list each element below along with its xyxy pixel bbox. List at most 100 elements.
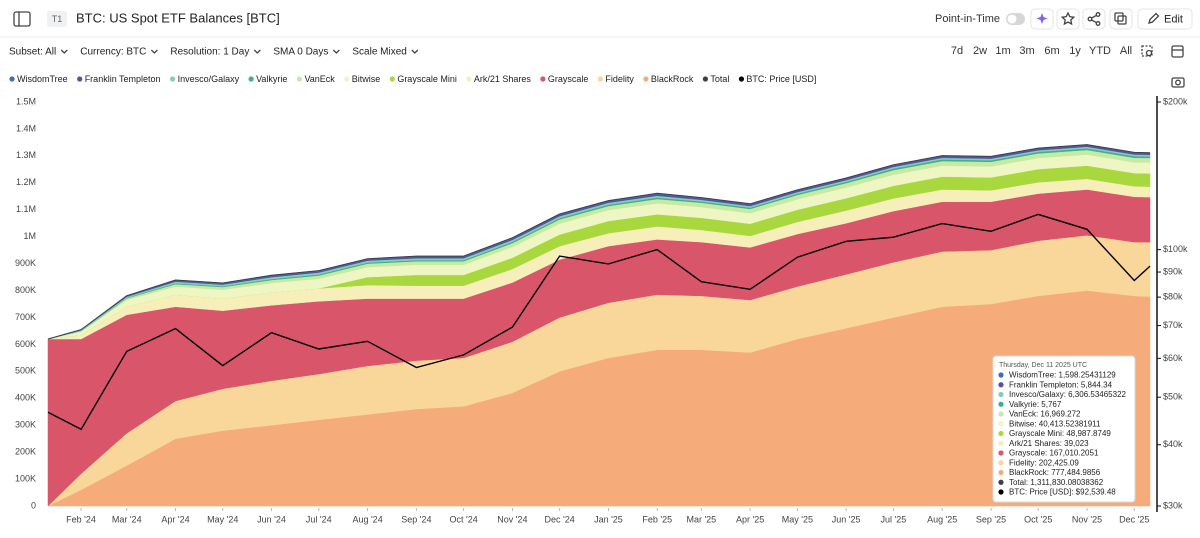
legend-swatch (597, 76, 603, 82)
x-tick-label: Mar '24 (112, 514, 142, 524)
filter-dropdown[interactable]: Currency: BTC (80, 47, 146, 58)
range-button[interactable]: 1y (1069, 45, 1081, 57)
x-tick-label: Sep '24 (401, 514, 431, 524)
share-button[interactable] (1082, 8, 1106, 30)
range-button[interactable]: 6m (1044, 45, 1059, 57)
filter-dropdown[interactable]: Subset: All (9, 47, 56, 58)
x-tick-label: Aug '25 (927, 514, 957, 524)
tooltip-swatch (998, 450, 1004, 456)
tooltip-swatch (998, 372, 1004, 378)
x-tick-label: Jan '25 (594, 514, 623, 524)
x-tick-label: Dec '25 (1119, 514, 1149, 524)
tooltip-swatch (998, 440, 1004, 446)
legend-swatch (9, 76, 15, 82)
x-tick-label: Feb '24 (66, 514, 96, 524)
favorite-button[interactable] (1056, 8, 1080, 30)
tab-label: T1 (52, 14, 63, 24)
tooltip-entry: Grayscale: 167,010.2051 (1009, 449, 1099, 458)
y2-tick-label: $90k (1163, 266, 1183, 276)
sidebar-toggle[interactable] (13, 11, 31, 27)
y-tick-label: 600K (15, 339, 36, 349)
legend-entry[interactable]: Fidelity (605, 74, 634, 84)
tooltip-swatch (998, 430, 1004, 437)
legend-swatch (248, 76, 254, 82)
y-tick-label: 100K (15, 473, 36, 483)
legend-swatch (296, 76, 303, 82)
legend-entry[interactable]: Grayscale Mini (397, 74, 457, 84)
tooltip-entry: Total: 1,311,830.08038362 (1009, 478, 1104, 487)
y-tick-label: 700K (15, 312, 36, 322)
x-tick-label: May '24 (207, 514, 238, 524)
x-tick-label: Jun '25 (832, 514, 861, 524)
legend-entry[interactable]: BlackRock (651, 74, 694, 84)
range-button[interactable]: YTD (1089, 45, 1111, 57)
dropdown-chevron (60, 49, 68, 54)
y2-tick-label: $70k (1163, 320, 1183, 330)
point-in-time-toggle[interactable] (1006, 13, 1025, 25)
price-line (47, 213, 1151, 431)
legend-entry[interactable]: BTC: Price [USD] (746, 74, 816, 84)
legend-entry[interactable]: Invesco/Galaxy (178, 74, 240, 84)
range-button[interactable]: All (1120, 45, 1132, 57)
legend-entry[interactable]: Total (710, 74, 729, 84)
page-title: BTC: US Spot ETF Balances [BTC] (76, 10, 280, 25)
ai-button[interactable] (1030, 8, 1054, 30)
y-tick-label: 800K (15, 285, 36, 295)
y-tick-label: 1.3M (16, 150, 36, 160)
legend-swatch (389, 76, 395, 82)
legend-swatch (77, 76, 83, 82)
tooltip-entry: Invesco/Galaxy: 6,306.53465322 (1009, 390, 1127, 399)
x-tick-label: Apr '25 (736, 514, 764, 524)
range-button[interactable]: 3m (1019, 45, 1034, 57)
legend-entry[interactable]: Bitwise (352, 74, 381, 84)
total-line (47, 144, 1151, 340)
y-tick-label: 1.2M (16, 177, 36, 187)
calendar-icon[interactable] (1171, 45, 1184, 58)
tooltip-entry: BTC: Price [USD]: $92,539.48 (1009, 488, 1116, 497)
filter-dropdown[interactable]: SMA 0 Days (273, 47, 328, 58)
tooltip-swatch (998, 411, 1004, 417)
x-tick-label: Oct '24 (449, 514, 477, 524)
tooltip-entry: Fidelity: 202,425.09 (1009, 458, 1079, 467)
filter-dropdown[interactable]: Resolution: 1 Day (170, 47, 249, 58)
legend-entry[interactable]: Ark/21 Shares (474, 74, 532, 84)
filter-dropdown[interactable]: Scale Mixed (352, 47, 406, 58)
y2-tick-label: $30k (1163, 500, 1183, 510)
tooltip-swatch (998, 479, 1004, 485)
legend-entry[interactable]: Grayscale (548, 74, 589, 84)
x-tick-label: Jul '24 (306, 514, 332, 524)
legend-entry[interactable]: VanEck (304, 74, 335, 84)
dropdown-chevron (332, 49, 340, 54)
overlay: Thursday, Dec 11 2025 UTC WisdomTree: 1,5… (992, 355, 1136, 503)
range-button[interactable]: 2w (973, 45, 987, 57)
tooltip-swatch (998, 401, 1004, 407)
x-tick-label: Jun '24 (257, 514, 286, 524)
dropdown-chevron (253, 49, 261, 54)
zoom-select-icon[interactable] (1141, 45, 1153, 57)
duplicate-button[interactable] (1109, 8, 1133, 30)
y-tick-label: 900K (15, 258, 36, 268)
range-button[interactable]: 1m (995, 45, 1010, 57)
legend-entry[interactable]: Valkyrie (256, 74, 287, 84)
edit-button[interactable] (1137, 8, 1193, 30)
tooltip-swatch (998, 460, 1004, 466)
legend-entry[interactable]: WisdomTree (17, 74, 68, 84)
y-tick-label: 400K (15, 393, 36, 403)
x-tick-label: Apr '24 (161, 514, 189, 524)
y-tick-label: 300K (15, 420, 36, 430)
legend-entry[interactable]: Franklin Templeton (85, 74, 161, 84)
tooltip-swatch (998, 469, 1004, 476)
tooltip-swatch (998, 391, 1004, 398)
tooltip-entry: WisdomTree: 1,598.25431129 (1009, 371, 1116, 380)
y2-tick-label: $100k (1163, 244, 1188, 254)
y-tick-label: 1M (23, 231, 36, 241)
tooltip-swatch (998, 382, 1004, 388)
y2-tick-label: $50k (1163, 392, 1183, 402)
tooltip-entry: Bitwise: 40,413.52381911 (1009, 419, 1101, 428)
x-tick-label: Jul '25 (881, 514, 907, 524)
camera-icon[interactable] (1171, 77, 1185, 88)
legend-swatch (344, 76, 350, 82)
range-button[interactable]: 7d (951, 45, 963, 57)
y-tick-label: 200K (15, 447, 36, 457)
